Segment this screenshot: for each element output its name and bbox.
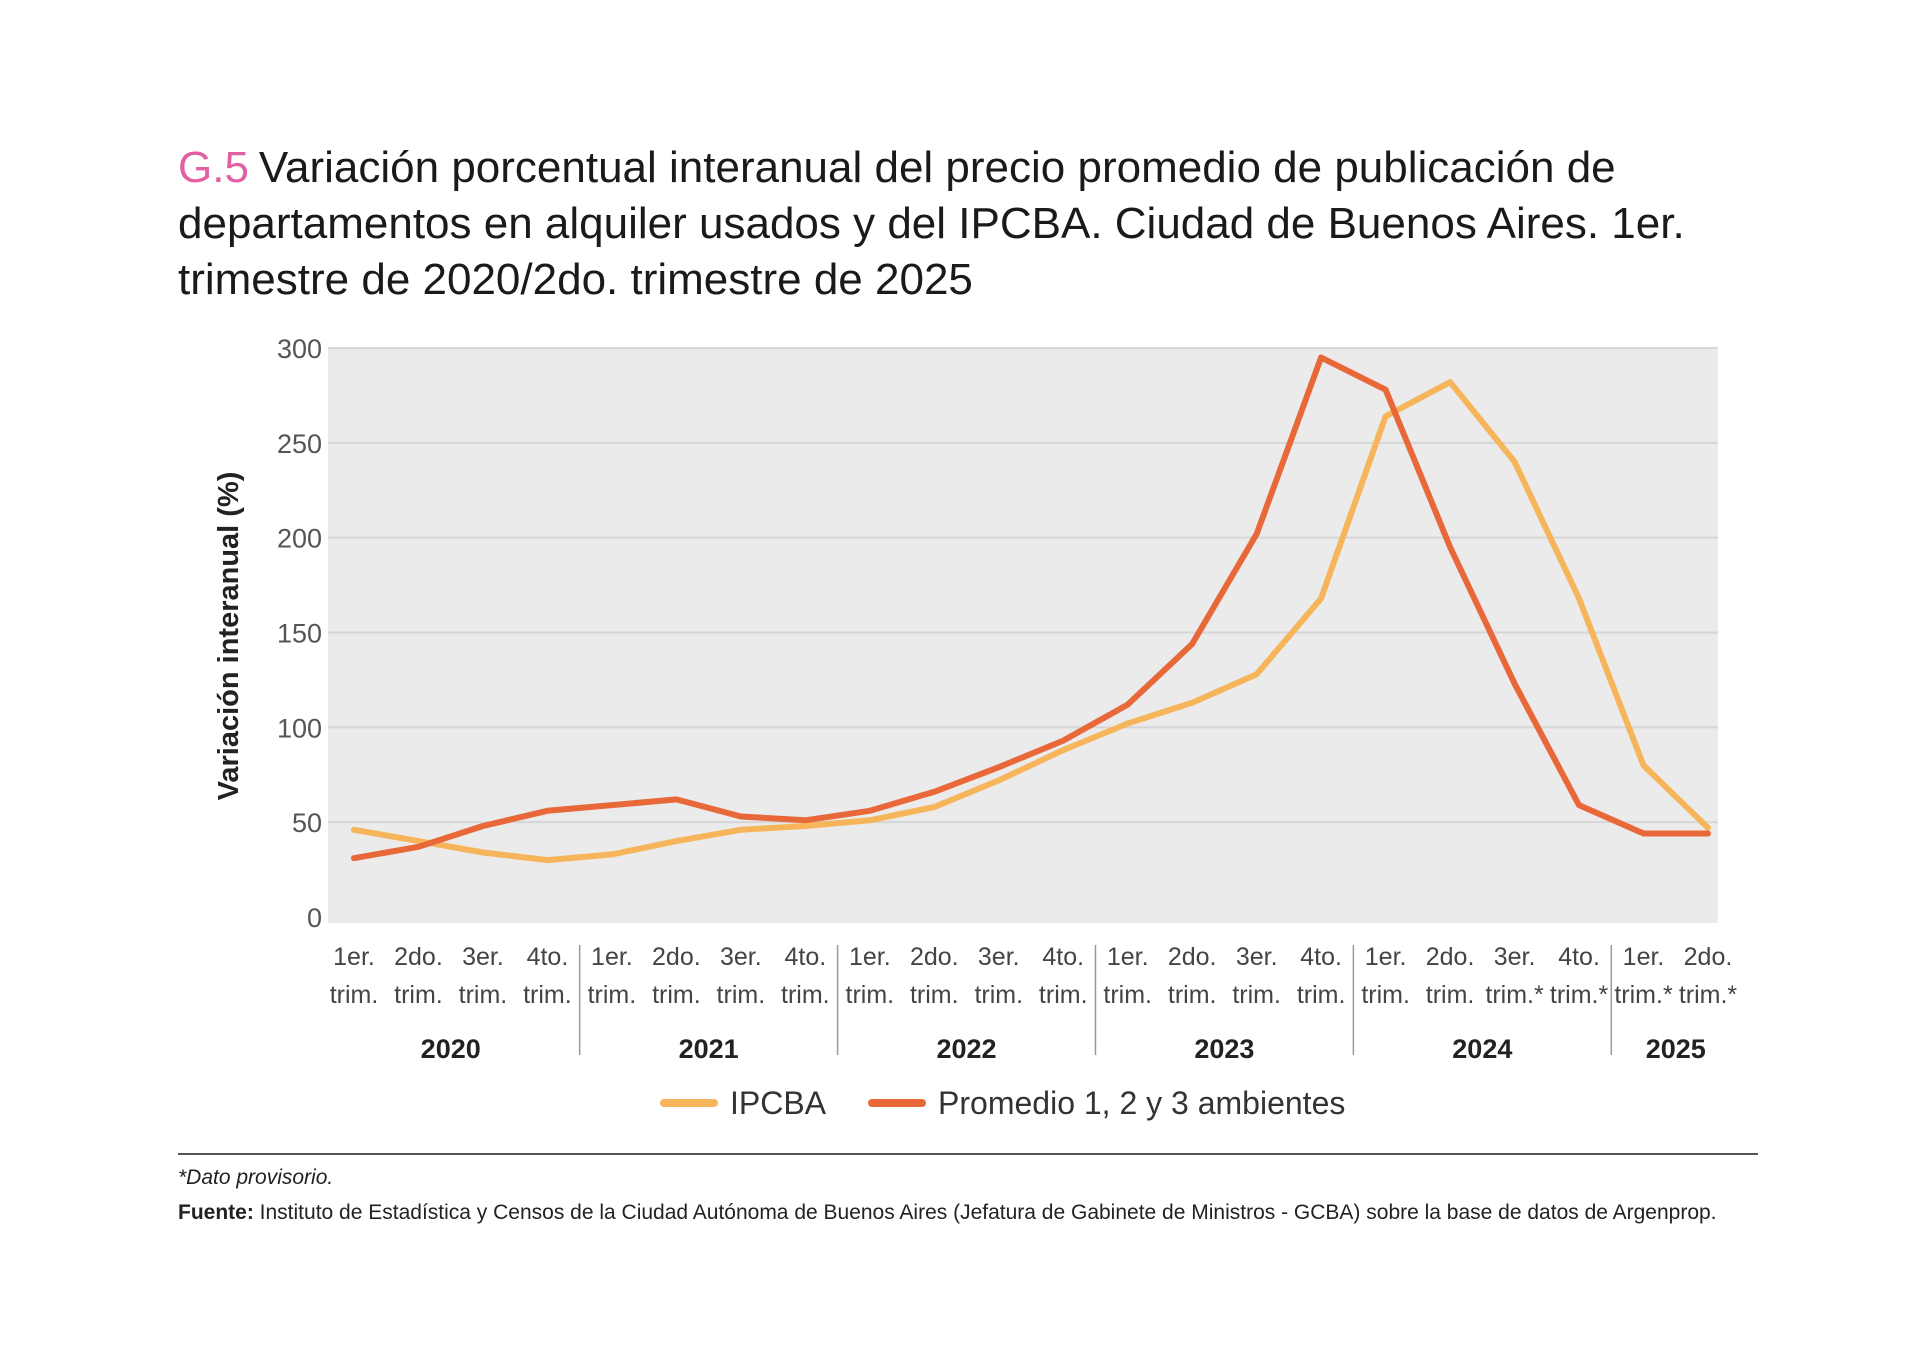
legend-item-promedio: Promedio 1, 2 y 3 ambientes: [868, 1085, 1345, 1122]
x-tick-label: 3er.: [1494, 943, 1536, 971]
y-tick-labels: 0 50 100 150 200 250 300: [277, 334, 322, 933]
year-label: 2023: [1194, 1034, 1254, 1064]
series-line-promedio: [351, 354, 1711, 862]
legend-label-ipcba: IPCBA: [730, 1084, 827, 1121]
x-tick-label: trim.: [394, 981, 443, 1009]
x-tick-label: trim.: [1168, 981, 1217, 1009]
x-tick-label: trim.: [1039, 981, 1088, 1009]
x-tick-label: 1er.: [591, 943, 633, 971]
x-tick-label: 2do.: [910, 943, 959, 971]
x-tick-label: 4to.: [1042, 943, 1084, 971]
year-label: 2020: [421, 1034, 481, 1064]
source-label: Fuente:: [178, 1201, 254, 1224]
x-tick-label: trim.: [1361, 981, 1410, 1009]
y-tick-label: 150: [277, 619, 322, 649]
x-tick-label: trim.: [1426, 981, 1475, 1009]
x-tick-label: 2do.: [1426, 943, 1475, 971]
x-tick-label: trim.: [717, 981, 766, 1009]
year-label: 2024: [1452, 1034, 1512, 1064]
x-tick-label: 1er.: [849, 943, 891, 971]
y-tick-label: 250: [277, 429, 322, 459]
x-tick-label: 1er.: [1623, 943, 1665, 971]
x-tick-label: trim.: [910, 981, 959, 1009]
x-tick-label: trim.: [1297, 981, 1346, 1009]
source-note: Fuente: Instituto de Estadística y Censo…: [178, 1197, 1768, 1228]
line-chart: 0 50 100 150 200 250 300 Variación interanual …: [213, 334, 1738, 1064]
x-tick-label: trim.: [652, 981, 701, 1009]
x-tick-label: 3er.: [978, 943, 1020, 971]
x-tick-label: 4to.: [1558, 943, 1600, 971]
x-tick-label: 2do.: [1168, 943, 1217, 971]
x-tick-label: trim.: [846, 981, 895, 1009]
x-tick-label: 4to.: [784, 943, 826, 971]
x-tick-label: 2do.: [394, 943, 443, 971]
x-tick-label: 2do.: [1684, 943, 1733, 971]
x-tick-label: trim.: [1232, 981, 1281, 1009]
legend: IPCBA Promedio 1, 2 y 3 ambientes: [660, 1078, 1387, 1128]
x-tick-label: trim.: [974, 981, 1023, 1009]
series-lines: [351, 354, 1711, 864]
notes-divider: [178, 1153, 1758, 1155]
legend-swatch-ipcba: [660, 1099, 718, 1107]
x-tick-label: 1er.: [1107, 943, 1149, 971]
year-label: 2022: [936, 1034, 996, 1064]
x-tick-label: 2do.: [652, 943, 701, 971]
x-tick-label: 4to.: [527, 943, 569, 971]
x-tick-label: 3er.: [1236, 943, 1278, 971]
x-tick-label: 1er.: [333, 943, 375, 971]
x-tick-labels: 1er. trim. 2do. trim. 3er. trim. 4to. trim. 1er.…: [330, 943, 1738, 1009]
year-label: 2025: [1646, 1034, 1706, 1064]
y-tick-label: 0: [307, 903, 322, 933]
x-tick-label: trim.*: [1679, 981, 1738, 1009]
x-tick-label: trim.: [523, 981, 572, 1009]
y-tick-label: 200: [277, 524, 322, 554]
x-tick-label: trim.*: [1550, 981, 1609, 1009]
x-tick-label: trim.*: [1614, 981, 1673, 1009]
grid-lines: [328, 347, 1718, 824]
footnotes: *Dato provisorio. Fuente: Instituto de E…: [178, 1162, 1768, 1228]
provisional-note: *Dato provisorio.: [178, 1166, 334, 1189]
legend-label-promedio: Promedio 1, 2 y 3 ambientes: [938, 1084, 1346, 1121]
chart-title-text: Variación porcentual interanual del prec…: [178, 143, 1685, 304]
source-text: Instituto de Estadística y Censos de la …: [259, 1201, 1717, 1224]
legend-item-ipcba: IPCBA: [660, 1085, 826, 1122]
x-tick-label: trim.*: [1485, 981, 1544, 1009]
chart-code: G.5: [178, 143, 249, 192]
series-line-ipcba: [351, 379, 1711, 864]
y-tick-label: 100: [277, 713, 322, 743]
y-tick-label: 300: [277, 334, 322, 364]
x-tick-label: trim.: [781, 981, 830, 1009]
plot-area: [328, 348, 1718, 923]
x-tick-label: 3er.: [720, 943, 762, 971]
legend-swatch-promedio: [868, 1099, 927, 1107]
x-tick-label: 3er.: [462, 943, 504, 971]
year-separators: [578, 945, 1613, 1055]
y-axis-label: Variación interanual (%): [213, 472, 245, 801]
x-tick-label: 1er.: [1365, 943, 1407, 971]
y-tick-label: 50: [292, 808, 322, 838]
x-tick-label: trim.: [459, 981, 508, 1009]
year-label: 2021: [679, 1034, 739, 1064]
chart-title: G.5 Variación porcentual interanual del p…: [178, 140, 1778, 308]
x-tick-label: trim.: [1103, 981, 1152, 1009]
year-labels: 2020 2021 2022 2023 2024 2025: [421, 1034, 1706, 1064]
x-tick-label: 4to.: [1300, 943, 1342, 971]
x-tick-label: trim.: [330, 981, 379, 1009]
x-tick-label: trim.: [588, 981, 637, 1009]
